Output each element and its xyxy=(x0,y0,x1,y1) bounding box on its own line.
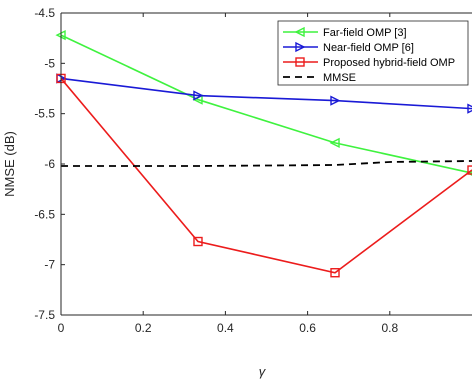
y-tick-label: -5.5 xyxy=(34,107,55,121)
y-tick-label: -6.5 xyxy=(34,207,55,221)
x-tick-label: 0 xyxy=(58,321,65,335)
data-point-marker xyxy=(329,137,340,148)
legend: Far-field OMP [3] Near-field OMP [6] Propo… xyxy=(277,20,469,86)
x-axis-label: γ xyxy=(259,364,267,379)
data-point-marker xyxy=(193,236,203,247)
series-line-0 xyxy=(60,34,472,174)
x-tick-label: 0.8 xyxy=(381,321,398,335)
legend-marker xyxy=(295,41,306,53)
series-layer xyxy=(55,30,472,278)
data-point-marker xyxy=(193,90,204,101)
y-axis-label: NMSE (dB) xyxy=(2,131,17,197)
y-tick-label: -7.5 xyxy=(34,308,55,322)
x-tick-label: 0.6 xyxy=(299,321,316,335)
data-point-marker xyxy=(330,268,340,278)
legend-marker xyxy=(295,57,305,67)
data-point-marker xyxy=(467,165,472,175)
data-point-marker xyxy=(330,95,341,106)
series-line-2 xyxy=(60,77,472,274)
y-tick-label: -4.5 xyxy=(34,6,55,20)
x-tick-label: 0.4 xyxy=(217,321,234,335)
series-line-1 xyxy=(60,77,472,110)
legend-marker xyxy=(294,26,305,38)
y-tick-label: -7 xyxy=(44,258,55,272)
legend-label: Far-field OMP [3] xyxy=(323,27,407,39)
legend-label: MMSE xyxy=(323,72,356,84)
x-tick-label: 0.2 xyxy=(135,321,152,335)
legend-label: Proposed hybrid-field OMP xyxy=(323,57,455,69)
y-tick-label: -6 xyxy=(44,157,55,171)
data-point-marker xyxy=(467,103,472,114)
legend-label: Near-field OMP [6] xyxy=(323,42,414,54)
axis-ticks: 0 0.2 0.4 0.6 0.8 -4.5 -5 -5.5 -6 -6.5 -7 -7.5 xyxy=(34,6,398,335)
y-tick-label: -5 xyxy=(44,56,55,70)
